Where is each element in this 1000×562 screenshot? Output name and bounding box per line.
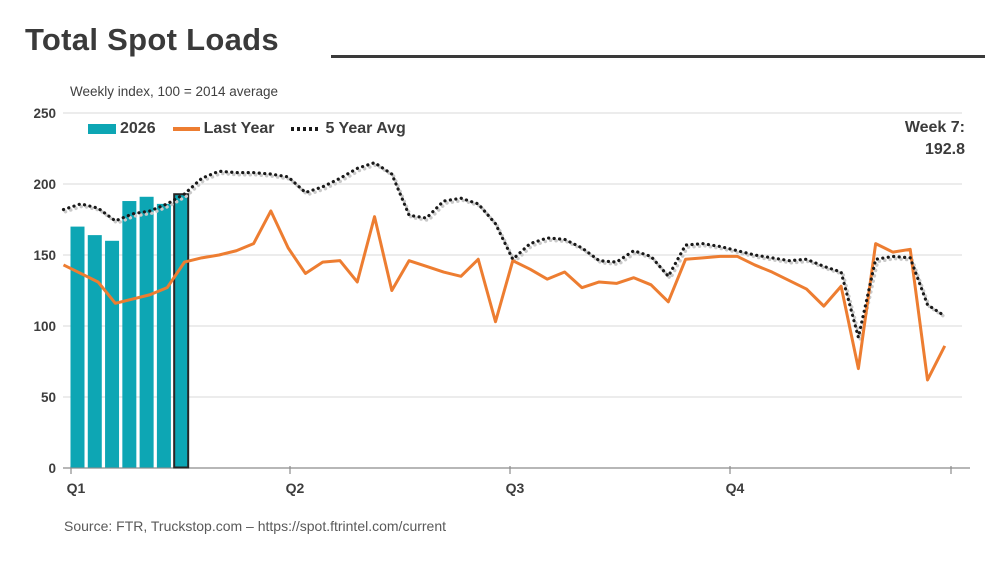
bar-week-7 xyxy=(173,193,190,469)
bar-week-4 xyxy=(122,201,137,468)
five-year-avg-line xyxy=(61,160,947,338)
line-swatch-icon xyxy=(172,127,200,131)
y-tick-label-200: 200 xyxy=(33,177,56,192)
bar-week-1 xyxy=(70,226,85,468)
y-tick-label-250: 250 xyxy=(33,106,56,121)
x-tick-label-q3: Q3 xyxy=(506,480,525,496)
legend-label-last-year: Last Year xyxy=(203,120,275,137)
bar-week-5 xyxy=(139,196,154,468)
x-tick-label-q1: Q1 xyxy=(67,480,86,496)
current-week-annotation: Week 7: 192.8 xyxy=(905,117,965,161)
y-tick-label-0: 0 xyxy=(48,461,56,476)
bar-swatch-icon xyxy=(88,124,116,134)
bar-week-2 xyxy=(87,235,102,468)
bar-week-3 xyxy=(105,240,120,468)
y-tick-label-100: 100 xyxy=(33,319,56,334)
y-tick-label-150: 150 xyxy=(33,248,56,263)
x-tick-label-q4: Q4 xyxy=(726,480,745,496)
current-week-label: Week 7: xyxy=(904,119,965,136)
chart-subtitle: Weekly index, 100 = 2014 average xyxy=(70,84,279,99)
current-week-value: 192.8 xyxy=(924,141,965,158)
five-year-avg-shadow xyxy=(63,163,949,340)
legend-label-5-year-avg: 5 Year Avg xyxy=(325,120,406,137)
chart-legend: 2026 Last Year 5 Year Avg xyxy=(88,120,406,138)
page-title: Total Spot Loads xyxy=(25,22,279,57)
bar-week-6 xyxy=(156,203,171,468)
title-underline xyxy=(331,55,985,58)
legend-label-2026: 2026 xyxy=(120,120,156,137)
legend-item-5-year-avg: 5 Year Avg xyxy=(291,120,406,138)
source-citation: Source: FTR, Truckstop.com – https://spo… xyxy=(64,518,447,534)
legend-item-2026: 2026 xyxy=(88,120,156,138)
dotted-swatch-icon xyxy=(291,127,322,131)
last-year-line xyxy=(62,209,947,382)
x-tick-label-q2: Q2 xyxy=(286,480,305,496)
y-tick-label-50: 50 xyxy=(41,390,56,405)
legend-item-last-year: Last Year xyxy=(172,120,275,138)
